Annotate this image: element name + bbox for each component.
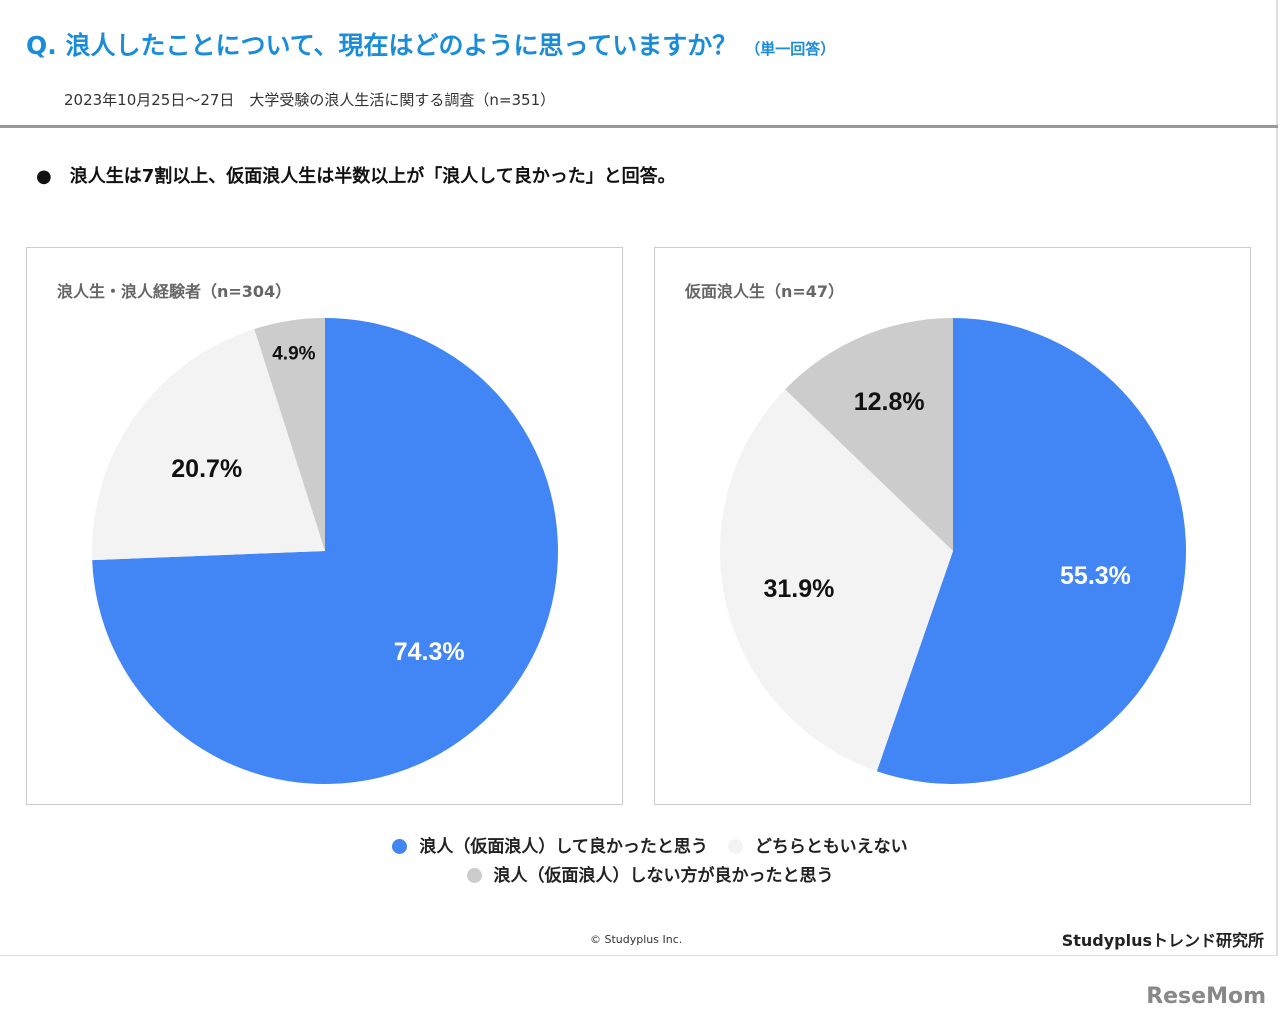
legend-label: 浪人（仮面浪人）して良かったと思う	[419, 837, 708, 857]
title-text: Q. 浪人したことについて、現在はどのように思っていますか？	[26, 31, 738, 60]
legend-row-2: 浪人（仮面浪人）しない方が良かったと思う	[0, 861, 1280, 886]
pie-slice	[254, 318, 325, 551]
pie-chart-2: 55.3% 31.9% 12.8%	[719, 318, 1186, 784]
pie-slice	[92, 318, 559, 784]
pie-slice	[785, 318, 953, 551]
data-label: 55.3%	[1060, 562, 1131, 590]
question-title: Q. 浪人したことについて、現在はどのように思っていますか？ （単一回答）	[26, 26, 835, 62]
brand-logo: Studyplusトレンド研究所	[1061, 931, 1264, 950]
legend-label: どちらともいえない	[754, 837, 908, 857]
data-label: 12.8%	[854, 388, 925, 416]
summary-text: ● 浪人生は7割以上、仮面浪人生は半数以上が「浪人して良かった」と回答。	[36, 166, 676, 187]
legend-row-1: 浪人（仮面浪人）して良かったと思う どちらともいえない	[0, 832, 1280, 857]
legend-dot	[466, 868, 482, 883]
data-label: 31.9%	[763, 575, 834, 603]
legend-dot	[392, 839, 408, 854]
watermark-logo: ReseMom	[1146, 984, 1266, 1009]
pie-title: 仮面浪人生（n=47）	[685, 282, 845, 301]
data-label: 74.3%	[394, 638, 465, 666]
pie-slice	[876, 318, 1186, 784]
survey-subtitle: 2023年10月25日〜27日 大学受験の浪人生活に関する調査（n=351）	[64, 91, 556, 109]
pie-title: 浪人生・浪人経験者（n=304）	[57, 282, 292, 301]
legend-label: 浪人（仮面浪人）しない方が良かったと思う	[493, 866, 834, 886]
pie-chart-1: 74.3% 20.7% 4.9%	[92, 318, 559, 784]
copyright: © Studyplus Inc.	[590, 933, 683, 946]
pie-panel-2: 仮面浪人生（n=47） 55.3% 31.9% 12.8%	[654, 247, 1251, 805]
legend-dot	[727, 839, 743, 854]
pie-slice	[719, 389, 953, 772]
data-label: 20.7%	[171, 455, 242, 483]
slide-frame	[0, 0, 1278, 956]
pie-panel-1: 浪人生・浪人経験者（n=304） 74.3% 20.7% 4.9%	[26, 247, 623, 805]
title-note: （単一回答）	[745, 40, 836, 58]
divider	[0, 125, 1278, 128]
data-label: 4.9%	[272, 344, 315, 365]
pie-slice	[92, 328, 325, 561]
